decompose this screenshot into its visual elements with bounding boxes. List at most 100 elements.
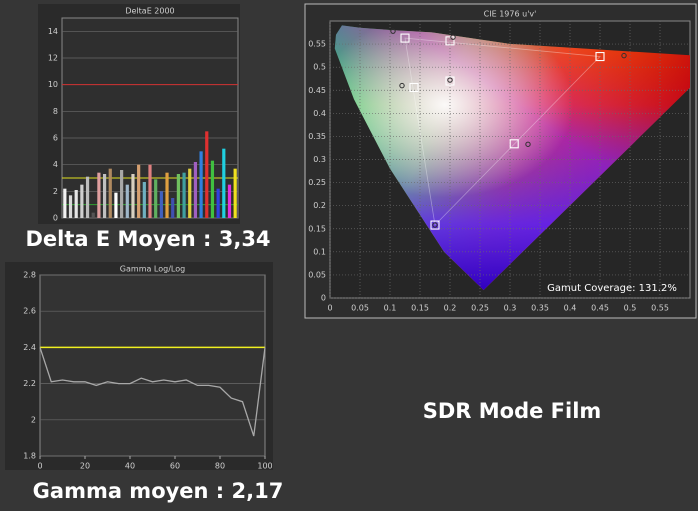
bar [193, 162, 198, 218]
annotation: Gamut Coverage: 131.2% [547, 283, 677, 294]
bar [102, 174, 107, 218]
chart-title: DeltaE 2000 [125, 7, 174, 16]
bar [120, 170, 124, 218]
x-tick-label: 0 [327, 304, 332, 313]
bar [108, 168, 112, 218]
y-tick-label: 0.35 [308, 132, 326, 141]
x-tick-label: 0.25 [471, 304, 489, 313]
y-tick-label: 6 [53, 134, 58, 143]
y-tick-label: 0.2 [313, 201, 326, 210]
bar [188, 168, 192, 218]
y-tick-label: 10 [48, 80, 58, 89]
caption: Gamma moyen : 2,17 [33, 479, 284, 503]
x-tick-label: 0.55 [651, 304, 669, 313]
y-tick-label: 2.2 [23, 379, 36, 388]
y-tick-label: 0.15 [308, 224, 326, 233]
x-tick-label: 60 [170, 462, 180, 471]
target-point [445, 76, 455, 86]
bar [227, 184, 232, 218]
chart-title: Gamma Log/Log [120, 265, 185, 274]
bar [171, 198, 175, 218]
y-tick-label: 2 [53, 187, 58, 196]
x-tick-label: 20 [80, 462, 90, 471]
y-tick-label: 0.25 [308, 178, 326, 187]
measured-point [450, 34, 456, 40]
y-tick-label: 2.6 [23, 307, 36, 316]
bar [85, 176, 90, 218]
chart-title: CIE 1976 u'v' [484, 10, 537, 19]
y-tick-label: 12 [48, 54, 58, 63]
target-point [409, 82, 419, 93]
bar [165, 172, 169, 218]
target-point [509, 139, 519, 149]
target-point [595, 51, 605, 62]
y-tick-label: 0 [321, 294, 326, 303]
y-tick-label: 2 [31, 415, 36, 424]
measured-point [399, 82, 405, 89]
page-title: SDR Mode Film [423, 399, 602, 423]
locus-white [334, 25, 690, 291]
bar [222, 148, 226, 218]
x-tick-label: 0.4 [564, 304, 577, 313]
bar [114, 192, 118, 218]
y-tick-label: 0 [53, 214, 58, 223]
x-tick-label: 100 [257, 462, 272, 471]
measured-point [447, 77, 453, 83]
x-tick-label: 80 [215, 462, 225, 471]
bar [159, 191, 163, 218]
bar [210, 160, 215, 218]
bar [176, 174, 180, 218]
measured-point [390, 28, 396, 34]
target-point [400, 33, 410, 43]
y-tick-label: 0.05 [308, 270, 326, 279]
measured-point [432, 222, 438, 228]
x-tick-label: 0.1 [384, 304, 397, 313]
y-tick-label: 0.45 [308, 86, 326, 95]
spectral-locus [334, 25, 690, 291]
y-tick-label: 14 [48, 27, 58, 36]
bar [131, 174, 135, 218]
x-tick-label: 0.05 [351, 304, 369, 313]
x-tick-label: 40 [125, 462, 135, 471]
bar [205, 131, 209, 218]
bar [216, 188, 220, 218]
x-tick-label: 0.3 [504, 304, 517, 313]
y-tick-label: 1.8 [23, 452, 36, 461]
bar [91, 212, 95, 218]
target-point [445, 36, 455, 46]
bar [142, 182, 146, 218]
line-series [39, 347, 266, 437]
y-tick-label: 0.5 [313, 63, 326, 72]
y-tick-label: 2.8 [23, 271, 36, 280]
bar [233, 168, 237, 218]
x-tick-label: 0.15 [411, 304, 429, 313]
bar [125, 184, 129, 218]
y-tick-label: 0.4 [313, 109, 326, 118]
caption: Delta E Moyen : 3,34 [25, 227, 270, 251]
x-tick-label: 0 [37, 462, 42, 471]
measured-point [621, 52, 627, 59]
bar [199, 151, 203, 218]
x-tick-label: 0.2 [444, 304, 457, 313]
y-tick-label: 2.4 [23, 343, 36, 352]
gamut-triangle [404, 37, 601, 226]
y-tick-label: 0.1 [313, 247, 326, 256]
bar [63, 188, 67, 218]
bar [68, 195, 73, 218]
y-tick-label: 0.55 [308, 40, 326, 49]
bar [80, 184, 84, 218]
x-tick-label: 0.35 [531, 304, 549, 313]
y-tick-label: 8 [53, 107, 58, 116]
measured-point [525, 141, 531, 147]
bar [148, 164, 152, 218]
bar [154, 179, 158, 218]
bar [97, 172, 101, 218]
y-tick-label: 0.3 [313, 155, 326, 164]
bar [182, 172, 186, 218]
bar [137, 164, 141, 218]
bar [74, 190, 78, 218]
y-tick-label: 4 [53, 160, 58, 169]
plot-area [39, 274, 266, 457]
target-point [430, 220, 440, 230]
